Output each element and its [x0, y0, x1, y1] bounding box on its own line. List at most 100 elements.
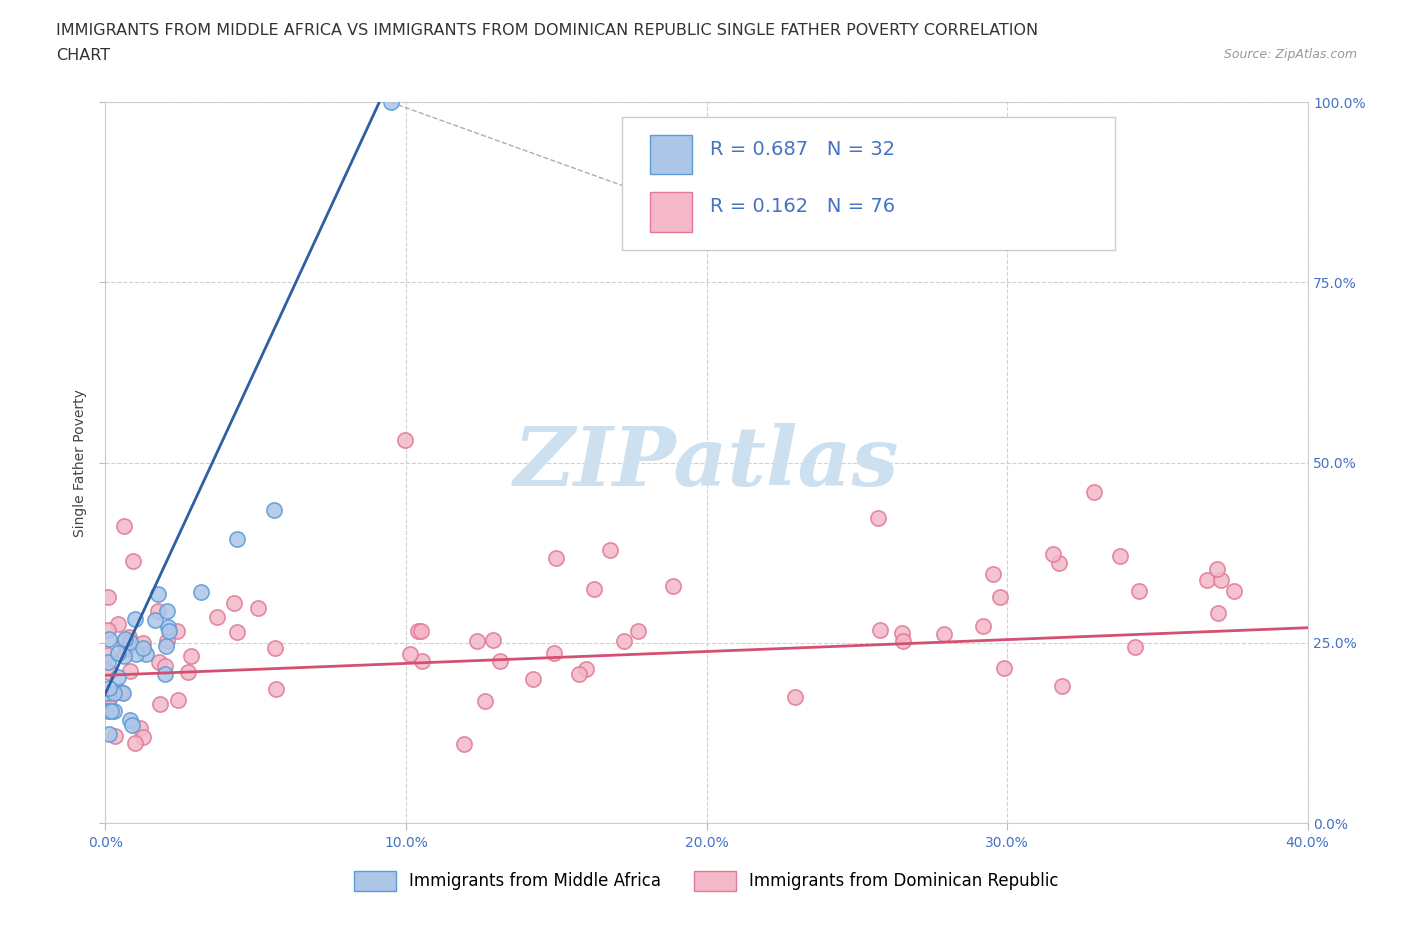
Point	[118, 634, 141, 649]
Point	[467, 633, 489, 648]
Point	[988, 590, 1011, 604]
Point	[97, 696, 120, 711]
Point	[932, 627, 955, 642]
Point	[1206, 605, 1229, 620]
Point	[112, 518, 135, 533]
Point	[627, 623, 650, 638]
Point	[97, 590, 120, 604]
Point	[155, 604, 177, 618]
Bar	[650, 135, 692, 175]
Point	[891, 626, 914, 641]
Point	[662, 578, 685, 593]
Point	[411, 654, 433, 669]
Point	[166, 624, 188, 639]
Point	[97, 647, 120, 662]
Point	[544, 551, 567, 565]
Point	[981, 566, 1004, 581]
Bar	[650, 193, 692, 232]
Point	[222, 595, 245, 610]
Point	[583, 581, 606, 596]
Point	[97, 704, 120, 719]
Legend: Immigrants from Middle Africa, Immigrants from Dominican Republic: Immigrants from Middle Africa, Immigrant…	[347, 864, 1066, 897]
Point	[97, 685, 120, 700]
Point	[408, 623, 430, 638]
Point	[132, 635, 155, 650]
Text: IMMIGRANTS FROM MIDDLE AFRICA VS IMMIGRANTS FROM DOMINICAN REPUBLIC SINGLE FATHE: IMMIGRANTS FROM MIDDLE AFRICA VS IMMIGRA…	[56, 23, 1039, 38]
Point	[482, 632, 505, 647]
Point	[153, 667, 176, 682]
Point	[110, 684, 132, 699]
Point	[575, 662, 598, 677]
Point	[190, 584, 212, 599]
Point	[180, 649, 202, 664]
Point	[869, 622, 891, 637]
Point	[394, 432, 416, 447]
Point	[264, 641, 287, 656]
Point	[114, 631, 136, 646]
Point	[1128, 584, 1150, 599]
Point	[103, 685, 125, 700]
Text: CHART: CHART	[56, 48, 110, 63]
Point	[114, 642, 136, 657]
Point	[129, 721, 152, 736]
Point	[135, 646, 157, 661]
Point	[489, 654, 512, 669]
Text: R = 0.687   N = 32: R = 0.687 N = 32	[710, 140, 896, 159]
Point	[613, 633, 636, 648]
Point	[100, 704, 122, 719]
Point	[1108, 549, 1130, 564]
Point	[1052, 679, 1074, 694]
Point	[409, 624, 432, 639]
Point	[132, 640, 155, 655]
Point	[1206, 562, 1229, 577]
Point	[263, 503, 285, 518]
Point	[972, 618, 994, 633]
Point	[149, 696, 172, 711]
Point	[891, 633, 914, 648]
Point	[121, 553, 143, 568]
Point	[104, 728, 127, 743]
Point	[226, 531, 249, 546]
Point	[148, 654, 170, 669]
Point	[97, 655, 120, 670]
Point	[124, 611, 146, 626]
Point	[157, 623, 180, 638]
Point	[785, 690, 807, 705]
Point	[143, 613, 166, 628]
Point	[380, 95, 402, 110]
Point	[98, 726, 121, 741]
Point	[121, 717, 143, 732]
Point	[98, 631, 121, 646]
Point	[98, 681, 121, 696]
Point	[167, 692, 190, 707]
Point	[157, 620, 180, 635]
Point	[98, 690, 121, 705]
Point	[207, 609, 229, 624]
Point	[522, 671, 544, 686]
Point	[1125, 640, 1147, 655]
Point	[599, 542, 621, 557]
Point	[131, 730, 153, 745]
Point	[118, 630, 141, 644]
Point	[474, 693, 496, 708]
Point	[107, 645, 129, 660]
Point	[103, 703, 125, 718]
Point	[107, 670, 129, 684]
Point	[866, 511, 889, 525]
Point	[453, 737, 475, 751]
Point	[124, 646, 146, 661]
Text: Source: ZipAtlas.com: Source: ZipAtlas.com	[1223, 48, 1357, 61]
Point	[399, 646, 422, 661]
Point	[112, 648, 135, 663]
Point	[1223, 584, 1246, 599]
Point	[1197, 573, 1219, 588]
Point	[226, 624, 249, 639]
Text: R = 0.162   N = 76: R = 0.162 N = 76	[710, 197, 896, 217]
Point	[146, 604, 169, 618]
Point	[120, 664, 142, 679]
Point	[97, 623, 120, 638]
Point	[1042, 546, 1064, 561]
Point	[112, 634, 135, 649]
Point	[177, 664, 200, 679]
Point	[543, 645, 565, 660]
